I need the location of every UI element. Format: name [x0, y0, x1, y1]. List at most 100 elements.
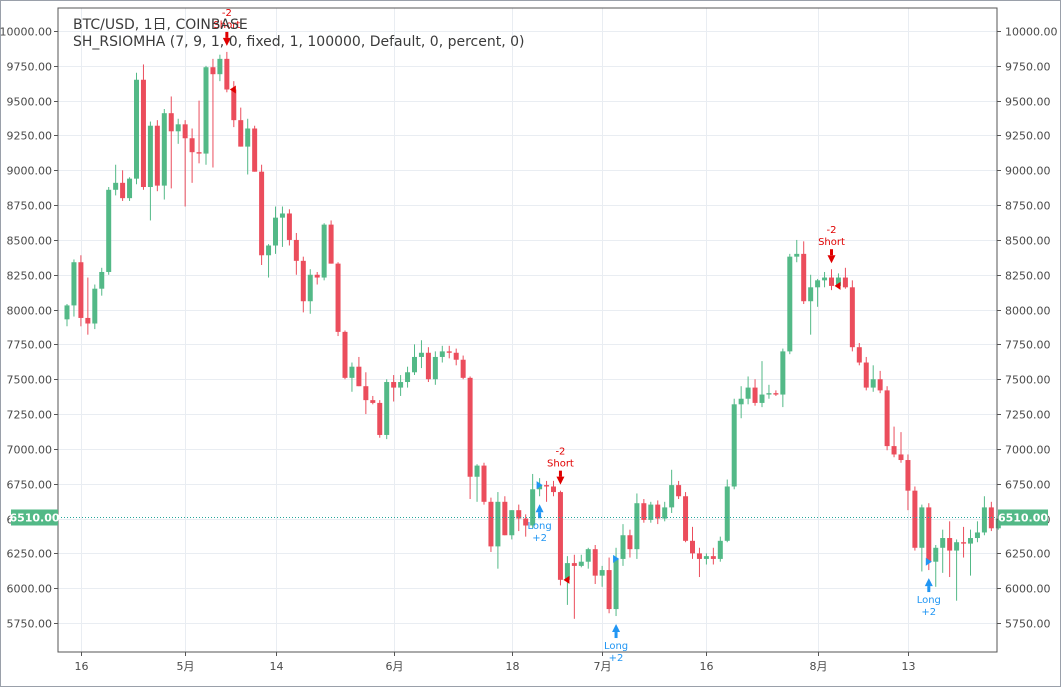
last-price-label-right: 6510.00 [998, 512, 1048, 525]
y-tick-label-left: 8000.00 [7, 305, 53, 318]
candle-body-up [835, 277, 841, 286]
candle-body-up [578, 561, 584, 566]
candle-body-up [815, 280, 821, 288]
y-tick-label-left: 5750.00 [7, 618, 53, 631]
y-tick-label-right: 7750.00 [1005, 339, 1051, 352]
candle-body-up [127, 178, 133, 199]
candle-body-up [495, 501, 501, 547]
candle-body-up [738, 398, 744, 405]
candle-body-down [460, 359, 466, 378]
candle-body-down [773, 393, 779, 395]
y-tick-label-left: 8750.00 [7, 200, 53, 213]
candle-body-down [551, 486, 556, 493]
candle-body-down [154, 125, 160, 186]
candle-body-down [898, 454, 904, 461]
candle-body-down [863, 362, 869, 388]
candle-body-up [161, 113, 167, 186]
y-tick-label-left: 7750.00 [7, 339, 53, 352]
x-tick-label: 14 [270, 660, 284, 673]
short-arrow-icon [222, 37, 231, 46]
candle-body-down [690, 540, 695, 554]
candle-body-up [279, 213, 285, 218]
candle-body-up [134, 79, 139, 179]
candle-body-down [391, 382, 397, 388]
long-signal-value: +2 [921, 607, 936, 618]
y-tick-label-right: 6000.00 [1005, 583, 1051, 596]
candle-body-up [585, 549, 591, 562]
candle-body-down [829, 277, 834, 286]
candle-body-up [99, 271, 105, 289]
candle-body-up [745, 387, 751, 399]
candle-body-down [696, 553, 702, 559]
candle-body-down [592, 549, 598, 576]
long-signal-label: Long [527, 521, 551, 532]
candle-body-down [453, 352, 459, 360]
candle-body-down [516, 510, 522, 519]
candle-body-up [349, 366, 355, 378]
candle-body-up [106, 189, 112, 272]
candle-body-down [85, 317, 91, 324]
short-flag-icon [229, 85, 236, 94]
candle-body-up [564, 563, 570, 580]
short-signal-label: Short [213, 20, 240, 31]
candle-body-down [488, 501, 494, 547]
candle-body-up [794, 253, 800, 257]
candle-body-down [342, 331, 348, 378]
long-signal-value: +2 [532, 533, 547, 544]
short-arrow-stem [830, 249, 833, 256]
grid [58, 8, 997, 652]
candle-body-down [377, 402, 383, 435]
axes: 5750.00 5750.00 6000.00 6000.00 6250.00 6250.… [0, 7, 1058, 673]
short-arrow-stem [558, 470, 562, 477]
short-signal-value: -2 [827, 225, 837, 236]
candle-body-up [537, 485, 543, 490]
x-tick-label: 16 [700, 660, 714, 673]
candle-body-down [905, 460, 911, 491]
short-flag-icon [834, 281, 841, 290]
candle-body-up [954, 542, 960, 551]
y-tick-label-right: 9500.00 [1005, 96, 1051, 109]
candle-body-up [273, 217, 278, 246]
candle-body-up [822, 277, 828, 281]
y-tick-label-left: 9500.00 [7, 96, 53, 109]
candle-body-down [189, 138, 195, 153]
y-tick-label-right: 8750.00 [1005, 200, 1051, 213]
candle-body-down [926, 507, 932, 562]
candle-body-up [870, 379, 876, 388]
candle-body-down [801, 253, 807, 302]
x-tick-label: 18 [506, 660, 520, 673]
candle-body-down [710, 556, 716, 559]
short-arrow-icon [556, 476, 565, 485]
candle-body-up [217, 58, 223, 75]
candle-body-up [405, 372, 411, 383]
candle-body-up [933, 547, 939, 562]
candle-body-down [335, 263, 341, 332]
candle-body-down [467, 377, 473, 477]
y-tick-label-left: 7000.00 [7, 444, 53, 457]
candle-body-down [676, 485, 682, 497]
candle-body-down [370, 400, 376, 403]
candle-body-up [940, 538, 946, 548]
candle-body-up [147, 125, 153, 188]
candle-body-down [544, 485, 550, 487]
candle-body-up [974, 532, 980, 539]
candle-body-down [849, 287, 855, 348]
candle-body-down [300, 260, 306, 302]
long-arrow-stem [538, 512, 542, 519]
candle-body-up [384, 382, 390, 435]
candle-body-down [557, 492, 563, 580]
y-tick-label-left: 6750.00 [7, 479, 53, 492]
candle-body-up [203, 67, 209, 154]
candle-body-up [766, 393, 772, 395]
long-arrow-icon [612, 624, 621, 633]
candle-body-down [481, 465, 487, 502]
candle-body-down [293, 239, 299, 261]
candle-body-down [259, 171, 265, 256]
candle-body-up [307, 274, 313, 302]
candle-body-up [717, 540, 723, 559]
y-tick-label-left: 7500.00 [7, 374, 53, 387]
candle-body-down [627, 535, 633, 550]
candle-body-down [446, 351, 452, 353]
